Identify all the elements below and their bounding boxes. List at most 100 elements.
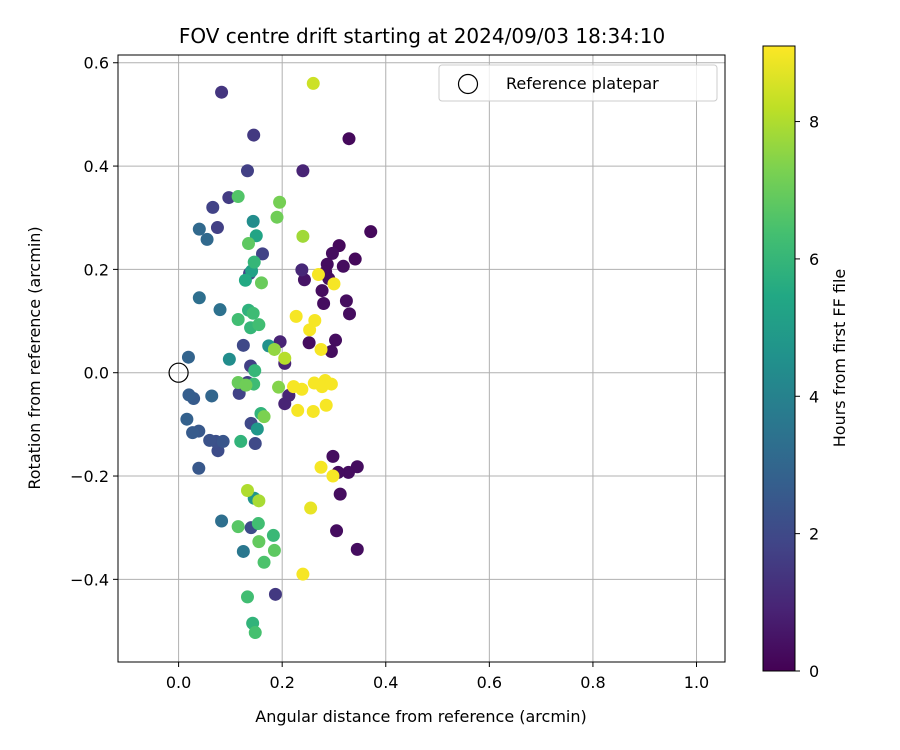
- data-point: [273, 195, 287, 209]
- data-point: [306, 404, 320, 418]
- data-point: [317, 296, 331, 310]
- plot-frame: [117, 54, 726, 663]
- data-point: [296, 164, 310, 178]
- y-tick-label: −0.2: [70, 467, 109, 486]
- data-point: [231, 520, 245, 534]
- data-point: [296, 567, 310, 581]
- data-point: [240, 164, 254, 178]
- legend-box: [438, 64, 718, 102]
- data-point: [315, 284, 329, 298]
- colorbar-ticks: 0 2 4 6 8: [795, 113, 819, 681]
- data-point: [267, 543, 281, 557]
- data-point: [257, 555, 271, 569]
- x-tick-label: 0.8: [580, 673, 605, 692]
- data-point: [268, 587, 282, 601]
- legend: Reference platepar: [438, 64, 718, 102]
- data-point: [319, 398, 333, 412]
- data-point: [192, 222, 206, 236]
- data-point: [192, 291, 206, 305]
- colorbar-tick-label: 2: [809, 525, 819, 544]
- legend-label: Reference platepar: [506, 74, 659, 93]
- data-point: [252, 494, 266, 508]
- y-tick-label: −0.4: [70, 570, 109, 589]
- data-point: [311, 268, 325, 282]
- y-tick-label: 0.4: [84, 157, 109, 176]
- data-point: [336, 259, 350, 273]
- data-point: [287, 380, 301, 394]
- data-point: [240, 483, 254, 497]
- x-tick-label: 1.0: [684, 673, 709, 692]
- data-point: [251, 517, 265, 531]
- data-point: [181, 350, 195, 364]
- data-point: [297, 273, 311, 287]
- data-point: [231, 190, 245, 204]
- data-point: [308, 314, 322, 328]
- data-point: [314, 460, 328, 474]
- data-point: [236, 338, 250, 352]
- reference-platepar-marker: [168, 362, 189, 383]
- data-point: [333, 487, 347, 501]
- axis-ticks: 0.0 0.2 0.4 0.6 0.8 1.0 −0.4 −0.2 0.0 0.2 0.4 0.6: [70, 54, 709, 692]
- y-tick-label: 0.0: [84, 364, 109, 383]
- data-point: [238, 273, 252, 287]
- data-point: [247, 255, 261, 269]
- grid: [118, 55, 725, 662]
- data-point: [246, 306, 260, 320]
- data-point: [182, 388, 196, 402]
- data-point: [350, 542, 364, 556]
- data-point: [252, 318, 266, 332]
- data-point: [240, 590, 254, 604]
- data-point: [295, 263, 309, 277]
- legend-marker: [457, 73, 479, 95]
- data-point: [250, 422, 264, 436]
- data-point: [180, 412, 194, 426]
- y-axis-label: Rotation from reference (arcmin): [25, 226, 44, 489]
- data-point: [206, 200, 220, 214]
- data-point: [239, 378, 253, 392]
- data-point: [205, 389, 219, 403]
- y-tick-label: 0.2: [84, 260, 109, 279]
- data-point: [325, 246, 339, 260]
- data-point: [314, 342, 328, 356]
- data-point: [296, 229, 310, 243]
- data-point: [215, 514, 229, 528]
- data-point: [248, 364, 262, 378]
- data-point: [304, 501, 318, 515]
- data-point: [246, 214, 260, 228]
- data-point: [200, 232, 214, 246]
- data-point: [213, 303, 227, 317]
- data-point: [306, 76, 320, 90]
- data-point: [343, 307, 357, 321]
- data-point: [278, 351, 292, 365]
- data-point: [326, 469, 340, 483]
- data-point: [348, 252, 362, 266]
- data-point: [364, 225, 378, 239]
- colorbar: 0 2 4 6 8 Hours from first FF file: [762, 45, 849, 681]
- data-point: [255, 247, 269, 261]
- data-point: [231, 312, 245, 326]
- data-point: [270, 210, 284, 224]
- data-point: [210, 221, 224, 235]
- y-tick-label: 0.6: [84, 54, 109, 73]
- data-point: [203, 433, 217, 447]
- colorbar-tick-label: 8: [809, 113, 819, 132]
- data-point: [302, 336, 316, 350]
- data-point: [326, 449, 340, 463]
- data-point: [339, 294, 353, 308]
- data-point: [192, 461, 206, 475]
- x-tick-label: 0.6: [477, 673, 502, 692]
- x-axis-label: Angular distance from reference (arcmin): [255, 707, 586, 726]
- data-point: [215, 85, 229, 99]
- data-point: [236, 544, 250, 558]
- data-points: [168, 76, 378, 640]
- data-point: [242, 237, 256, 251]
- data-point: [267, 342, 281, 356]
- data-point: [257, 410, 271, 424]
- colorbar-label: Hours from first FF file: [830, 269, 849, 448]
- data-point: [216, 434, 230, 448]
- colorbar-tick-label: 6: [809, 250, 819, 269]
- chart-title: FOV centre drift starting at 2024/09/03 …: [179, 24, 665, 48]
- data-point: [222, 352, 236, 366]
- data-point: [247, 128, 261, 142]
